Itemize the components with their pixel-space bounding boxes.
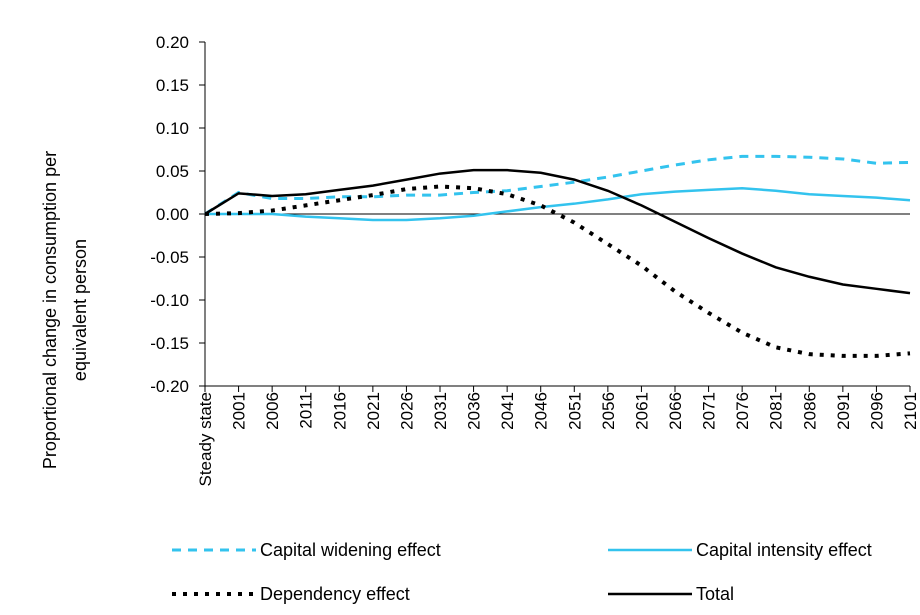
legend-label: Total [696,584,734,604]
y-tick-label: 0.15 [156,76,189,95]
y-tick-label: -0.20 [150,377,189,396]
y-axis-title: Proportional change in consumption per e… [40,150,90,470]
legend-label: Dependency effect [260,584,410,604]
y-tick-label: 0.05 [156,162,189,181]
y-tick-label: 0.00 [156,205,189,224]
x-tick-label: 2091 [834,392,853,430]
x-tick-label: 2006 [263,392,282,430]
x-tick-label: 2046 [532,392,551,430]
y-tick-label: 0.20 [156,33,189,52]
x-tick-label: 2086 [800,392,819,430]
y-tick-label: -0.15 [150,334,189,353]
y-tick-label: 0.10 [156,119,189,138]
x-tick-label: 2071 [700,392,719,430]
x-tick-label: 2056 [599,392,618,430]
x-tick-label: 2026 [397,392,416,430]
x-tick-label: 2076 [733,392,752,430]
x-tick-label: 2051 [565,392,584,430]
x-tick-label: 2041 [498,392,517,430]
x-tick-label: 2001 [230,392,249,430]
legend-label: Capital intensity effect [696,540,872,560]
x-tick-label: 2066 [666,392,685,430]
x-tick-label: 2096 [867,392,886,430]
x-tick-label: 2031 [431,392,450,430]
x-tick-label: 2016 [330,392,349,430]
x-tick-label: 2021 [364,392,383,430]
x-tick-label: 2061 [632,392,651,430]
series-line [204,184,911,358]
x-tick-label: 2011 [297,392,316,429]
x-tick-label: 2101 [901,392,920,430]
series-line [205,186,911,222]
series-line [204,154,911,216]
series-line [204,168,911,295]
x-tick-label: Steady state [196,392,215,487]
x-tick-label: 2081 [767,392,786,430]
y-tick-label: -0.10 [150,291,189,310]
y-tick-label: -0.05 [150,248,189,267]
legend-label: Capital widening effect [260,540,441,560]
x-tick-label: 2036 [465,392,484,430]
